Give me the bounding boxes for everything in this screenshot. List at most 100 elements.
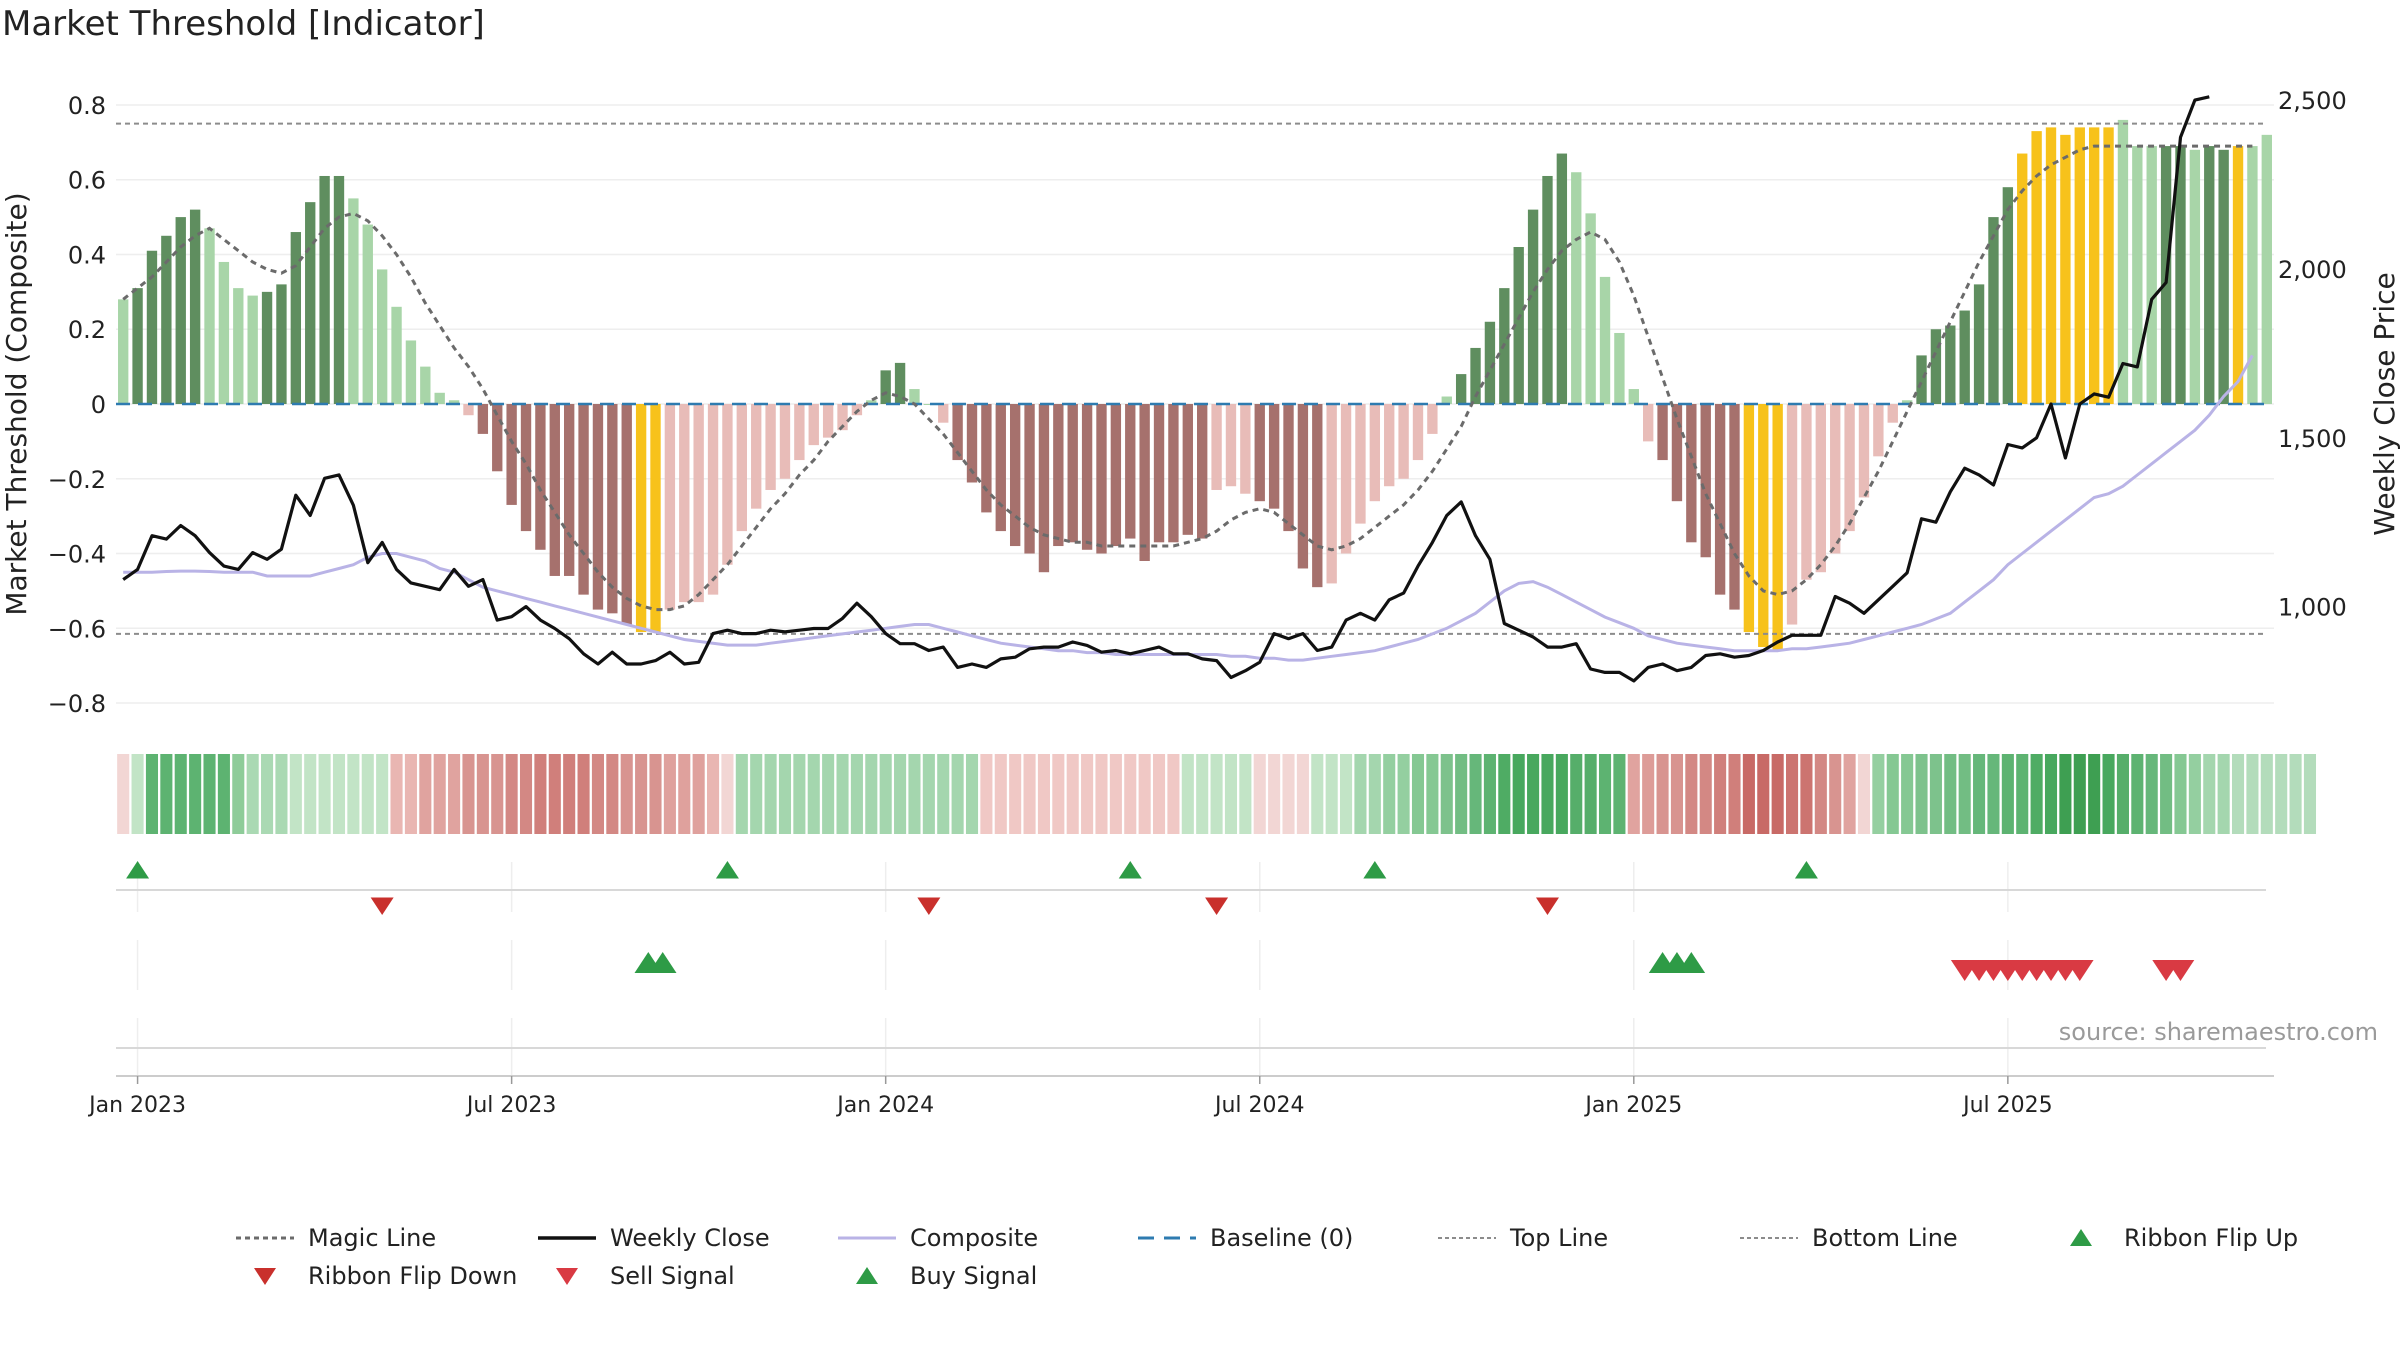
threshold-bar	[621, 404, 632, 625]
threshold-bar	[1427, 404, 1438, 434]
ribbon-cell	[1066, 754, 1079, 834]
threshold-bar	[218, 261, 230, 404]
threshold-bar	[679, 404, 690, 603]
threshold-bar	[477, 404, 489, 434]
ribbon-cell	[707, 754, 720, 834]
ribbon-cell	[390, 754, 403, 834]
ribbon-cell	[1901, 754, 1914, 834]
ribbon-flip-up-marker	[1118, 861, 1142, 879]
legend-item-magic: Magic Line	[236, 1224, 436, 1252]
sell-signal-marker	[2065, 960, 2094, 981]
ribbon-cell	[217, 754, 230, 834]
threshold-bar	[1110, 404, 1122, 547]
threshold-bar	[736, 404, 747, 532]
ribbon-cell	[462, 754, 475, 834]
ribbon-cell	[1857, 754, 1871, 834]
ribbon-cell	[721, 754, 734, 834]
threshold-bar	[2117, 119, 2129, 405]
threshold-bar	[319, 175, 330, 404]
ribbon-cell	[1311, 754, 1324, 834]
legend-swatch-magic	[236, 1236, 294, 1240]
threshold-bar	[405, 340, 417, 404]
threshold-bar	[2002, 187, 2014, 404]
ribbon-cell	[836, 754, 849, 834]
ribbon-cell	[1584, 754, 1597, 834]
ribbon-cell	[1138, 754, 1151, 834]
ribbon-cell	[1613, 754, 1626, 834]
ribbon-cell	[1570, 754, 1583, 834]
threshold-bar	[1585, 213, 1596, 404]
ribbon-cell	[131, 754, 144, 834]
y-right-tick-label: 2,500	[2278, 87, 2347, 115]
ribbon-cell	[2217, 754, 2230, 834]
ribbon-cell	[1656, 754, 1669, 834]
threshold-bar	[1053, 404, 1064, 547]
threshold-bar	[261, 291, 273, 404]
ribbon-strip	[117, 754, 2317, 834]
threshold-bar	[1527, 209, 1539, 404]
threshold-bar	[822, 404, 834, 438]
ribbon-cell	[2073, 754, 2086, 834]
ribbon-cell	[2102, 754, 2115, 834]
threshold-bar	[1168, 404, 1179, 543]
threshold-bar	[391, 306, 402, 404]
ribbon-cell	[577, 754, 590, 834]
threshold-bar	[520, 404, 532, 532]
x-tick-label: Jul 2025	[1961, 1093, 2053, 1118]
threshold-bar	[1369, 404, 1381, 502]
threshold-bar	[1887, 404, 1898, 423]
ribbon-cell	[1368, 754, 1381, 834]
threshold-bar	[247, 295, 258, 404]
ribbon-cell	[635, 754, 648, 834]
legend-item-sell: Sell Signal	[538, 1262, 735, 1290]
legend-label: Magic Line	[308, 1224, 437, 1252]
threshold-bar	[707, 404, 719, 595]
threshold-bar	[866, 400, 877, 404]
threshold-bar	[2261, 134, 2272, 404]
threshold-bar	[132, 288, 143, 404]
threshold-bar	[722, 404, 733, 565]
ribbon-cell	[1958, 754, 1971, 834]
threshold-bar	[1254, 404, 1265, 502]
ribbon-cell	[1642, 754, 1655, 834]
ribbon-cell	[1455, 754, 1468, 834]
ribbon-cell	[1483, 754, 1496, 834]
ribbon-cell	[1973, 754, 1986, 834]
buy-signal-marker	[1677, 952, 1706, 973]
legend-swatch-composite	[838, 1236, 896, 1240]
legend-label: Composite	[910, 1224, 1039, 1252]
ribbon-cell	[1685, 754, 1698, 834]
ribbon-cell	[879, 754, 892, 834]
threshold-bar	[376, 269, 388, 404]
ribbon-cell	[994, 754, 1007, 834]
ribbon-cell	[850, 754, 863, 834]
ribbon-cell	[2016, 754, 2029, 834]
ribbon-cell	[347, 754, 360, 834]
ribbon-cell	[2289, 754, 2302, 834]
ribbon-cell	[1498, 754, 1511, 834]
legend: Magic Line Weekly Close Composite Baseline …	[0, 1200, 2400, 1290]
ribbon-cell	[1081, 754, 1094, 834]
threshold-bar	[1743, 404, 1755, 633]
ribbon-cell	[1987, 754, 2000, 834]
legend-swatch-buy	[856, 1267, 878, 1284]
threshold-bar	[1182, 404, 1193, 535]
threshold-bar	[463, 404, 474, 416]
threshold-bar	[1542, 175, 1553, 404]
legend-label: Weekly Close	[610, 1224, 770, 1252]
ribbon-cell	[1268, 754, 1281, 834]
ribbon-cell	[332, 754, 346, 834]
ribbon-cell	[275, 754, 288, 834]
ribbon-cell	[1196, 754, 1209, 834]
buy-signal-marker	[648, 952, 677, 973]
source-credit: source: sharemaestro.com	[2059, 1018, 2378, 1046]
y-left-tick-label: 0.6	[68, 167, 106, 195]
ribbon-cell	[922, 754, 935, 834]
ribbon-cell	[404, 754, 417, 834]
threshold-bar	[1643, 404, 1654, 442]
ribbon-cell	[160, 754, 173, 834]
ribbon-cell	[2059, 754, 2072, 834]
ribbon-cell	[1052, 754, 1065, 834]
threshold-bar	[1916, 355, 1927, 404]
ribbon-cell	[289, 754, 302, 834]
